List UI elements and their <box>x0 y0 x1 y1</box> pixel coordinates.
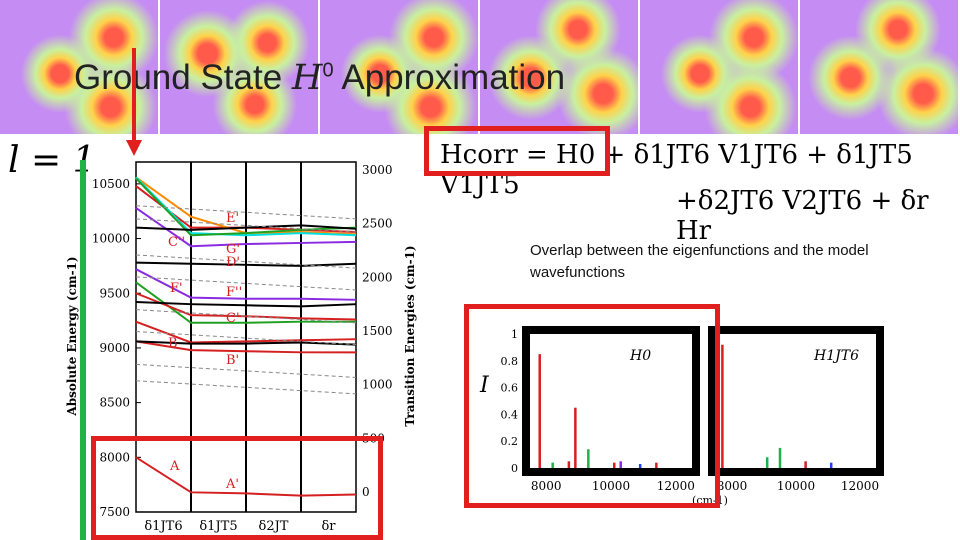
orbital-image <box>320 0 480 134</box>
y2-tick-label: 1500 <box>362 324 393 338</box>
x-tick-label: δ1JT6 <box>144 519 182 534</box>
x-tick-label: δ1JT5 <box>199 519 237 534</box>
energy-series-line <box>135 268 357 301</box>
energy-dashed-line <box>135 309 357 324</box>
overlap-y-axis-label: I <box>479 373 490 398</box>
hamiltonian-line-1: Hcorr = H0 + δ1JT6 V1JT6 + δ1JT5 V1JT5 <box>440 140 913 200</box>
state-annotation: C'' <box>168 235 185 250</box>
y2-axis-label: Transition Energies (cm-1) <box>403 245 417 426</box>
y-tick-label: 10000 <box>92 232 130 246</box>
energy-series-line <box>135 281 356 324</box>
overlap-chart-h1jt6: 8000 10000 12000 H1JT6 <box>708 326 884 493</box>
title-symbol: H <box>291 58 323 98</box>
orbital-image <box>640 0 800 134</box>
arrow-head <box>126 140 142 156</box>
x-tick-label: δ2JT <box>259 519 289 534</box>
overlap-caption: Overlap between the eigenfunctions and t… <box>530 242 869 281</box>
orbital-image-strip <box>0 0 960 134</box>
energy-series-line <box>135 292 357 321</box>
overlap-panel-label: H1JT6 <box>813 348 859 364</box>
state-annotation: F' <box>170 281 183 296</box>
energy-series-line <box>135 301 357 308</box>
y-tick-label: 9500 <box>99 286 130 300</box>
state-annotation: D' <box>226 255 240 270</box>
overlap-x-tick-label: 8000 <box>531 479 562 493</box>
overlap-x-tick-label: 8000 <box>717 479 748 493</box>
energy-dashed-line <box>135 331 357 346</box>
state-annotation: F'' <box>226 285 242 300</box>
energy-dashed-line <box>135 276 357 291</box>
state-annotation: A' <box>225 477 239 492</box>
overlap-y-tick-label: 0.4 <box>501 408 519 421</box>
slide-title: Ground State H0 Approximation <box>74 58 565 98</box>
orbital-image <box>160 0 320 134</box>
h0-highlight-box <box>424 126 610 176</box>
energy-dashed-line <box>135 363 357 378</box>
overlap-x-tick-label: 10000 <box>592 479 630 493</box>
overlap-y-tick-label: 0 <box>511 462 518 475</box>
overlap-plot-area <box>716 334 876 468</box>
energy-series-line <box>135 340 356 354</box>
energy-series-line <box>135 340 357 346</box>
ground-state-highlight-box <box>91 436 383 540</box>
orbital-image <box>800 0 960 134</box>
overlap-y-tick-label: 0.6 <box>501 382 519 395</box>
title-suffix: Approximation <box>333 58 566 97</box>
overlap-y-tick-label: 0.8 <box>501 355 519 368</box>
x-tick-label: δr <box>321 519 336 534</box>
state-annotation: E' <box>226 211 239 226</box>
green-accent-bar <box>80 160 86 540</box>
energy-dashed-line <box>135 380 357 395</box>
overlap-y-tick-label: 0.2 <box>501 435 519 448</box>
hamiltonian-line-2: +δ2JT6 V2JT6 + δr Hr <box>676 186 929 246</box>
overlap-highlight-box <box>464 304 720 508</box>
y-tick-label: 9000 <box>99 341 130 355</box>
energy-series-line <box>135 224 357 231</box>
y-tick-label: 8500 <box>99 396 130 410</box>
y2-tick-label: 3000 <box>362 163 393 177</box>
overlap-y-tick-label: 1 <box>511 328 518 341</box>
state-annotation: B <box>168 336 178 351</box>
energy-series-line <box>135 261 357 267</box>
energy-dashed-line <box>135 218 357 233</box>
y2-tick-label: 1000 <box>362 378 393 392</box>
state-annotation: G' <box>226 242 240 257</box>
y-tick-label: 7500 <box>99 505 130 519</box>
energy-level-chart: 7500800085009000950010000105000500100015… <box>65 161 417 534</box>
y2-tick-label: 2500 <box>362 217 393 231</box>
energy-series-line <box>135 320 357 344</box>
overlap-x-tick-label: 12000 <box>657 479 695 493</box>
state-annotation: A <box>169 459 180 474</box>
orbital-image <box>0 0 160 134</box>
state-annotation: B' <box>226 353 239 368</box>
state-annotation: C' <box>226 311 240 326</box>
overlap-panel-label: H0 <box>629 348 651 364</box>
y2-tick-label: 2000 <box>362 270 393 284</box>
overlap-plot-area <box>530 334 692 468</box>
y-tick-label: 8000 <box>99 450 130 464</box>
energy-series-line <box>135 176 357 237</box>
energy-dashed-line <box>135 205 357 220</box>
energy-dashed-line <box>135 254 357 269</box>
energy-series-line <box>135 456 357 497</box>
title-prefix: Ground State <box>74 58 292 97</box>
y-axis-label: Absolute Energy (cm-1) <box>65 256 79 416</box>
energy-series-line <box>135 177 357 237</box>
overlap-x-tick-label: 12000 <box>841 479 879 493</box>
overlap-x-tick-label: 10000 <box>777 479 815 493</box>
energy-series-line <box>135 207 357 248</box>
title-symbol-sup: 0 <box>322 59 334 82</box>
orbital-image <box>480 0 640 134</box>
y2-tick-label: 0 <box>362 485 370 499</box>
y-tick-label: 10500 <box>92 177 130 191</box>
